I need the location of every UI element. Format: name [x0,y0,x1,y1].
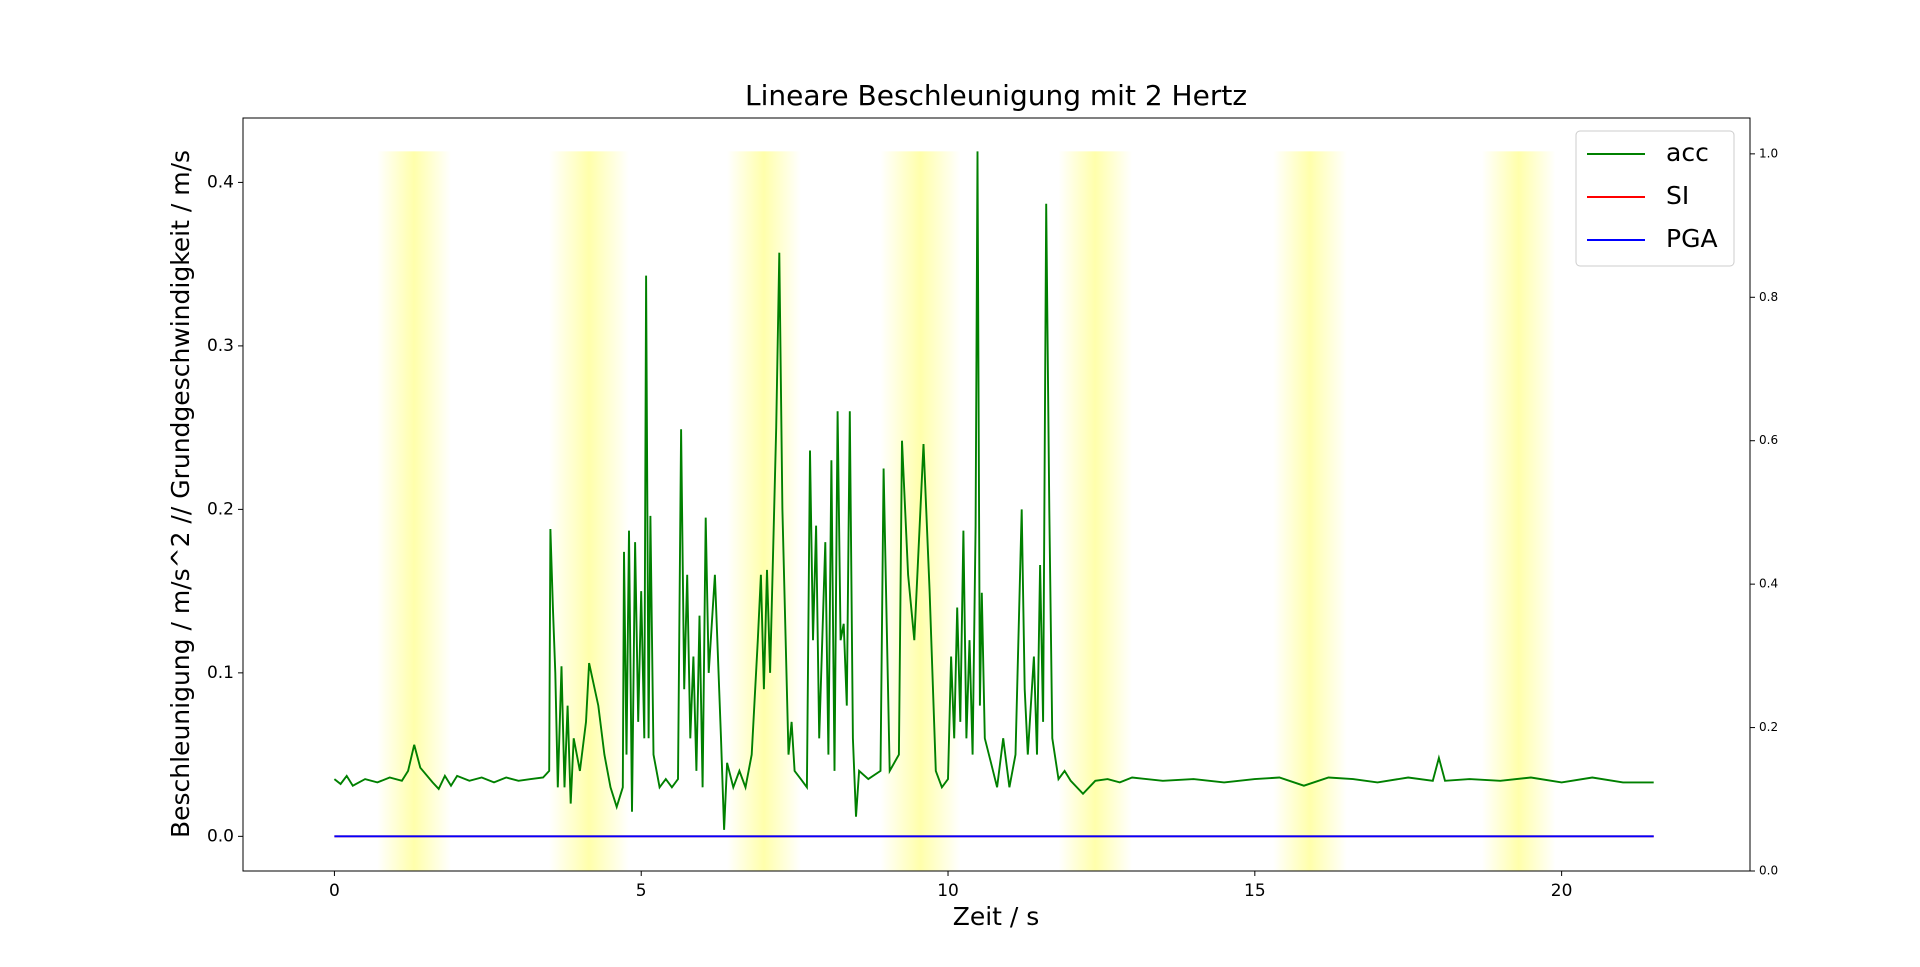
y2-tick-label: 0.6 [1759,433,1778,447]
x-tick-label: 20 [1551,881,1573,901]
y-tick-label: 0.1 [207,663,234,683]
y2-tick-label: 0.4 [1759,577,1778,591]
plot-frame [242,117,1751,872]
x-tick-label: 10 [937,881,959,901]
x-tick-label: 0 [329,881,340,901]
shaded-region [549,151,629,872]
y-tick-label: 0.4 [207,172,234,192]
legend-label: SI [1666,181,1689,210]
series-line [333,151,1654,830]
shaded-region [1481,151,1556,872]
legend-label: acc [1666,138,1709,167]
y2-tick-label: 0.0 [1759,864,1778,878]
x-tick-label: 15 [1244,881,1266,901]
shaded-region [1058,151,1133,872]
y2-tick-label: 1.0 [1759,146,1778,160]
x-axis-label: Zeit / s [953,902,1040,931]
y-axis-label: Beschleunigung / m/s^2 // Grundgeschwind… [166,150,195,838]
shaded-region [727,151,801,872]
shaded-region [377,151,452,872]
y-tick-label: 0.2 [207,499,234,519]
shaded-region [1273,151,1347,872]
y-tick-label: 0.0 [207,826,234,846]
y2-tick-label: 0.2 [1759,720,1778,734]
legend-box [1575,130,1735,267]
chart-title: Lineare Beschleunigung mit 2 Hertz [745,79,1247,112]
x-tick-label: 5 [636,881,647,901]
y2-tick-label: 0.8 [1759,290,1778,304]
y-tick-label: 0.3 [207,336,234,356]
legend-label: PGA [1666,224,1718,253]
